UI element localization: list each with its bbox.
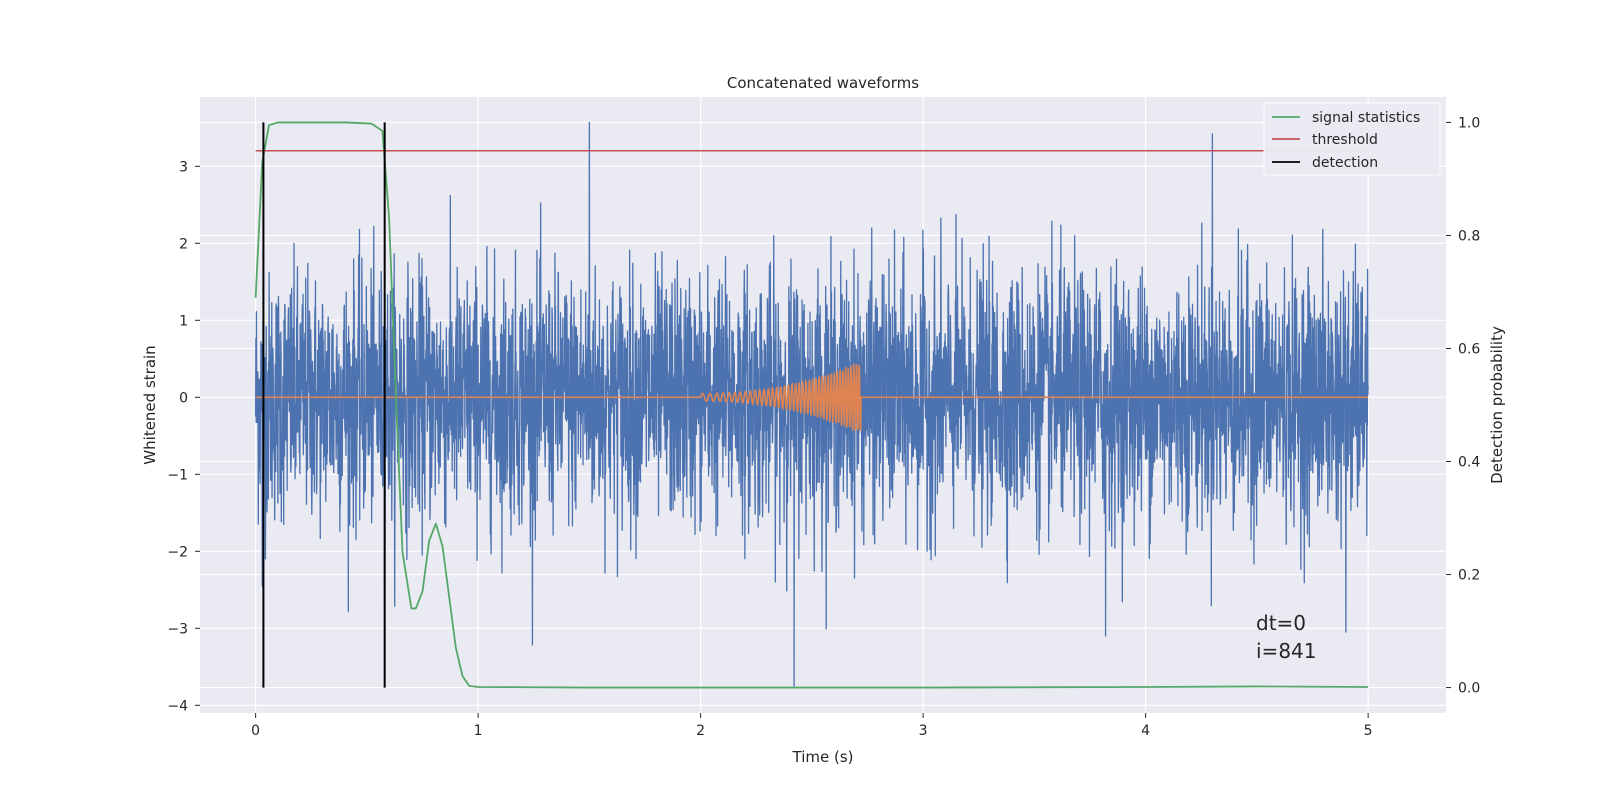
y-tick-label-6: 2 bbox=[179, 236, 188, 252]
y2-tick-label-1: 0.2 bbox=[1458, 568, 1480, 584]
annotation-i: i=841 bbox=[1256, 639, 1317, 663]
y-tick-label-2: −2 bbox=[167, 544, 188, 560]
legend-box bbox=[1263, 102, 1441, 176]
x-tick-label-5: 5 bbox=[1364, 723, 1373, 739]
y2-tick-label-4: 0.8 bbox=[1458, 228, 1480, 244]
legend: signal statistics threshold detection bbox=[1263, 102, 1441, 176]
x-axis-label: Time (s) bbox=[792, 748, 854, 766]
y2-axis-label: Detection probability bbox=[1488, 326, 1506, 484]
legend-threshold-label: threshold bbox=[1312, 132, 1378, 148]
series-chirp bbox=[255, 363, 1369, 433]
y2-tick-label-5: 1.0 bbox=[1458, 115, 1480, 131]
x-tick-label-3: 3 bbox=[919, 723, 928, 739]
series-signal-statistics bbox=[254, 121, 1369, 689]
chart-title: Concatenated waveforms bbox=[727, 74, 919, 92]
y-tick-label-5: 1 bbox=[179, 313, 188, 329]
legend-detection-label: detection bbox=[1312, 155, 1378, 171]
x-tick-label-4: 4 bbox=[1141, 723, 1150, 739]
y-tick-label-4: 0 bbox=[179, 390, 188, 406]
x-tick-label-1: 1 bbox=[474, 723, 483, 739]
annotation-dt: dt=0 bbox=[1256, 611, 1306, 635]
series-layer bbox=[254, 121, 1369, 689]
y-tick-label-3: −1 bbox=[167, 467, 188, 483]
series-whitened-strain bbox=[254, 121, 1369, 687]
y-tick-label-1: −3 bbox=[167, 621, 188, 637]
legend-signal-statistics-label: signal statistics bbox=[1312, 110, 1420, 126]
y-tick-label-7: 3 bbox=[179, 159, 188, 175]
y-tick-label-0: −4 bbox=[167, 698, 188, 714]
y2-tick-label-2: 0.4 bbox=[1458, 455, 1480, 471]
y2-tick-label-0: 0.0 bbox=[1458, 681, 1480, 697]
y2-tick-label-3: 0.6 bbox=[1458, 341, 1480, 357]
ticks-layer: 0 1 2 3 4 5 −4 −3 −2 −1 0 1 2 3 0.0 0.2 0.4 0.6 0.8 1.0 bbox=[167, 115, 1480, 739]
y-axis-label: Whitened strain bbox=[141, 345, 159, 464]
x-tick-label-2: 2 bbox=[696, 723, 705, 739]
x-tick-label-0: 0 bbox=[251, 723, 260, 739]
